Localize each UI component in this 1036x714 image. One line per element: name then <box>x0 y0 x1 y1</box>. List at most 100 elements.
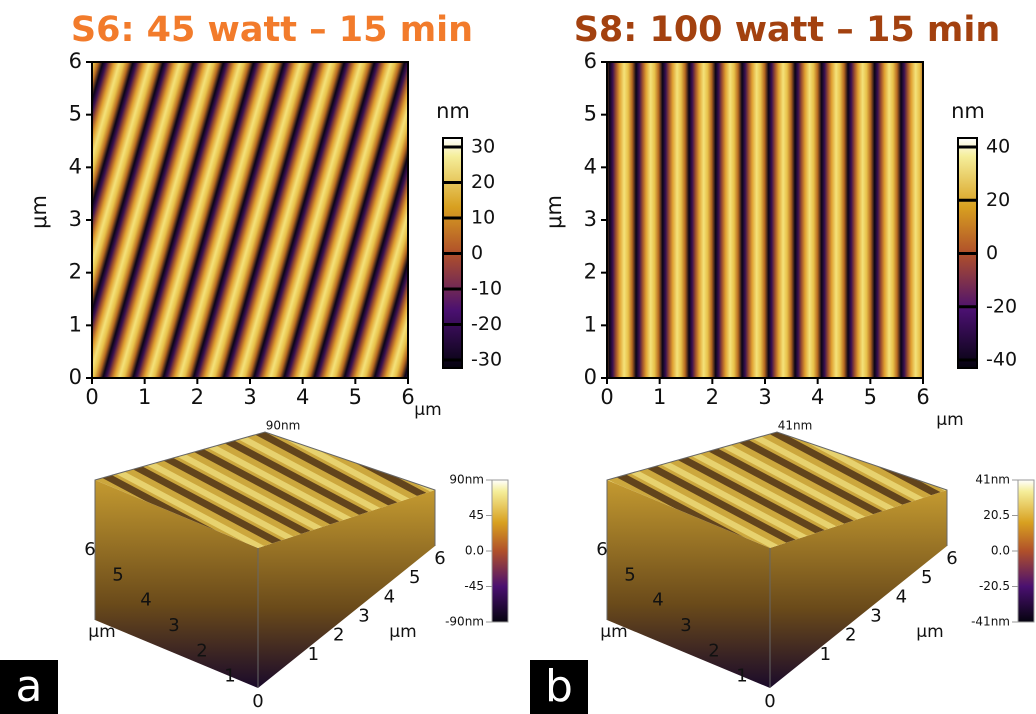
y-tick-label: 1 <box>69 312 82 336</box>
origin-label: 0 <box>764 691 775 712</box>
y-tick-label: 1 <box>584 312 597 336</box>
colorbar-unit: nm <box>436 99 470 123</box>
left-unit: μm <box>88 622 115 642</box>
panel-letter: b <box>545 661 573 712</box>
view-colorbar-label: 41nm <box>975 473 1010 487</box>
x-tick-label: 1 <box>138 385 151 409</box>
surface-right-face <box>258 490 435 688</box>
right-axis-label: 2 <box>333 625 344 646</box>
view-top-label: 41nm <box>778 419 813 433</box>
colorbar-tick-label: 20 <box>986 189 1010 211</box>
left-axis-label: 3 <box>680 615 691 636</box>
left-axis-label: 6 <box>596 539 607 560</box>
left-unit: μm <box>600 622 627 642</box>
x-tick-label: 3 <box>758 385 771 409</box>
box-frame <box>606 431 948 620</box>
colorbar-tick-label: -40 <box>986 349 1017 371</box>
left-axis-label: 4 <box>652 590 663 611</box>
right-axis-label: 3 <box>870 606 881 627</box>
left-axis-label: 2 <box>196 640 207 661</box>
y-tick-label: 6 <box>69 49 82 73</box>
view-colorbar-label: 0.0 <box>991 544 1010 558</box>
left-axis-label: 1 <box>736 666 747 687</box>
y-tick-label: 3 <box>69 207 82 231</box>
right-axis-label: 3 <box>358 606 369 627</box>
view-colorbar-label: -20.5 <box>979 579 1010 593</box>
x-tick-label: 6 <box>916 385 929 409</box>
x-unit: μm <box>414 400 441 420</box>
left-axis-label: 5 <box>112 564 123 585</box>
y-tick-label: 0 <box>69 365 82 389</box>
colorbar-tick-label: -10 <box>471 278 502 300</box>
y-tick-label: 2 <box>584 260 597 284</box>
right-axis-label: 5 <box>921 567 932 588</box>
x-tick-label: 0 <box>85 385 98 409</box>
box-frame <box>94 431 436 620</box>
right-unit: μm <box>916 622 943 642</box>
y-tick-label: 6 <box>584 49 597 73</box>
view-top-label: 90nm <box>266 419 301 433</box>
panel-title: S8: 100 watt – 15 min <box>574 10 1001 50</box>
colorbar-tick-label: -30 <box>471 349 502 371</box>
left-axis-label: 3 <box>168 615 179 636</box>
letter-box <box>0 660 58 714</box>
x-tick-label: 0 <box>600 385 613 409</box>
left-axis-label: 5 <box>624 564 635 585</box>
right-axis-label: 1 <box>820 644 831 665</box>
y-axis-label: μm <box>27 195 51 229</box>
letter-box <box>530 660 588 714</box>
view-colorbar <box>491 479 509 623</box>
right-axis-label: 4 <box>384 586 395 607</box>
y-axis-label: μm <box>542 195 566 229</box>
origin-label: 0 <box>252 691 263 712</box>
right-axis-label: 4 <box>896 586 907 607</box>
y-tick-label: 4 <box>69 154 82 178</box>
colorbar-unit: nm <box>951 99 985 123</box>
view-colorbar-label: -45 <box>464 579 484 593</box>
y-tick-label: 3 <box>584 207 597 231</box>
colorbar-tick-label: -20 <box>986 295 1017 317</box>
right-axis-label: 1 <box>308 644 319 665</box>
x-tick-label: 3 <box>243 385 256 409</box>
surface-right-face <box>770 490 947 688</box>
x-tick-label: 2 <box>706 385 719 409</box>
x-unit: μm <box>936 410 963 430</box>
colorbar-tick-label: 0 <box>471 242 483 264</box>
x-tick-label: 1 <box>653 385 666 409</box>
surface-left-face <box>95 480 258 688</box>
y-tick-label: 4 <box>584 154 597 178</box>
x-tick-label: 5 <box>864 385 877 409</box>
view-colorbar-label: -90nm <box>445 615 484 629</box>
colorbar-tick-label: 10 <box>471 207 495 229</box>
x-tick-label: 4 <box>811 385 824 409</box>
view-colorbar-label: 45 <box>469 508 484 522</box>
colorbar-tick-label: -20 <box>471 313 502 335</box>
view-colorbar-label: 90nm <box>449 473 484 487</box>
left-axis-label: 4 <box>140 590 151 611</box>
afm-image <box>91 61 409 379</box>
right-axis-label: 6 <box>434 548 445 569</box>
afm-image <box>606 61 924 379</box>
x-tick-label: 5 <box>349 385 362 409</box>
panel-letter: a <box>16 661 43 712</box>
y-tick-label: 0 <box>584 365 597 389</box>
colorbar-tick-label: 20 <box>471 171 495 193</box>
left-axis-label: 2 <box>708 640 719 661</box>
y-tick-label: 5 <box>69 102 82 126</box>
right-axis-label: 6 <box>946 548 957 569</box>
y-tick-label: 5 <box>584 102 597 126</box>
right-axis-label: 5 <box>409 567 420 588</box>
surface-left-face <box>607 480 770 688</box>
left-axis-label: 6 <box>84 539 95 560</box>
x-tick-label: 4 <box>296 385 309 409</box>
colorbar-tick-label: 0 <box>986 242 998 264</box>
view-colorbar-label: 0.0 <box>465 544 484 558</box>
colorbar-tick-label: 40 <box>986 136 1010 158</box>
right-unit: μm <box>389 622 416 642</box>
y-tick-label: 2 <box>69 260 82 284</box>
right-axis-label: 2 <box>845 625 856 646</box>
view-colorbar-label: -41nm <box>971 615 1010 629</box>
view-colorbar-label: 20.5 <box>983 508 1010 522</box>
x-tick-label: 2 <box>191 385 204 409</box>
